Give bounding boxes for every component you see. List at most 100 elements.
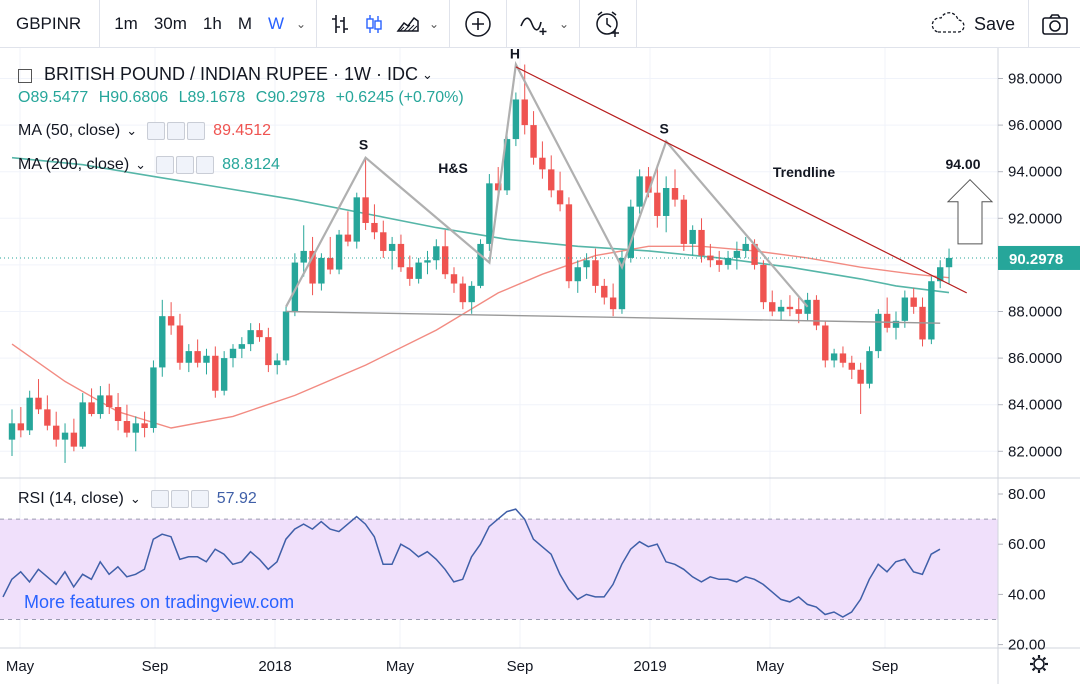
ma50-chevron-icon[interactable]: ⌄ [126,123,138,138]
interval-m[interactable]: M [237,13,252,33]
candle-body [945,257,953,268]
ma200-chevron-icon[interactable]: ⌄ [135,157,147,172]
price-tick-label: 86.0000 [1008,350,1062,367]
candle-body [185,351,192,363]
pattern-label: S [359,137,368,153]
last-price-label: 90.2978 [1009,251,1063,268]
candle-body [247,330,254,345]
candle-style-icon[interactable] [357,0,391,48]
legend-dropdown-chevron-icon[interactable]: ⌄ [422,66,433,82]
time-tick-label: Sep [142,658,169,675]
rsi-tick-label: 80.00 [1008,486,1046,503]
candle-body [901,297,909,321]
top-toolbar: GBPINR 1m 30m 1h M W ⌄ ⌄ ⌄ Save [0,0,1080,48]
interval-1m[interactable]: 1m [114,13,138,33]
bar-style-icon[interactable] [323,0,357,48]
ma50-visibility-icon[interactable] [147,122,166,140]
candle-body [53,425,60,440]
change-value: +0.6245 (+0.70%) [335,89,464,106]
ma200-legend[interactable]: MA (200, close) ⌄ 88.8124 [18,156,280,174]
price-tick-label: 88.0000 [1008,304,1062,321]
rsi-chevron-icon[interactable]: ⌄ [129,491,141,506]
candle-body [565,204,573,282]
alert-icon[interactable] [580,0,636,48]
candle-body [17,423,25,431]
candle-body [716,260,723,265]
candle-body [335,234,343,270]
time-tick-label: May [6,658,35,675]
area-style-icon[interactable] [391,0,425,48]
candle-body [123,421,131,433]
axes-layer: 98.000096.000094.000092.000090.000088.00… [0,48,1080,684]
collapse-legend-icon[interactable] [18,68,32,83]
toolbar-divider [506,0,508,48]
interval-dropdown-chevron-icon[interactable]: ⌄ [296,16,307,31]
chart-style-chevron-icon[interactable]: ⌄ [429,16,440,31]
camera-icon[interactable] [1028,0,1080,48]
candle-body [441,246,449,275]
pattern-label: Trendline [773,164,835,180]
ma200-value: 88.8124 [222,156,280,173]
rsi-visibility-icon[interactable] [150,490,169,508]
tradingview-watermark-link[interactable]: More features on tradingview.com [24,592,295,612]
symbol-title: BRITISH POUND / INDIAN RUPEE · 1W · IDC [44,64,419,84]
candle-body [380,232,387,251]
candle-body [645,176,652,193]
rsi-remove-icon[interactable] [190,490,209,508]
add-compare-icon[interactable] [450,0,506,48]
ma50-line [11,245,950,429]
rsi-legend[interactable]: RSI (14, close) ⌄ 57.92 [18,490,257,508]
ma200-settings-icon[interactable] [176,156,195,174]
chart-grid [0,48,998,648]
ma200-visibility-icon[interactable] [156,156,175,174]
candle-body [8,423,16,440]
candle-body [220,358,228,391]
candle-body [176,325,184,363]
interval-1h[interactable]: 1h [202,13,222,33]
candle-body [406,267,413,279]
candle-body [830,353,838,361]
symbol-search[interactable]: GBPINR [16,13,82,33]
candle-body [883,313,891,328]
candle-body [574,267,581,282]
ma200-remove-icon[interactable] [196,156,215,174]
candle-body [150,367,157,428]
ma50-layer [11,245,950,429]
indicators-chevron-icon[interactable]: ⌄ [559,16,570,31]
gear-tooth [1031,656,1036,661]
ma50-settings-icon[interactable] [167,122,186,140]
price-tick-label: 96.0000 [1008,117,1062,134]
symbol-legend: BRITISH POUND / INDIAN RUPEE · 1W · IDC … [18,64,433,85]
candle-body [167,316,175,326]
candle-body [106,395,113,408]
rsi-value: 57.92 [216,490,257,507]
candle-body [79,402,86,447]
toolbar-divider [579,0,581,48]
candle-body [760,264,767,303]
candle-body [212,355,219,391]
rsi-controls [150,490,209,508]
interval-w[interactable]: W [267,13,285,33]
save-label: Save [974,13,1016,34]
rsi-tick-label: 40.00 [1008,586,1046,603]
candle-body [88,402,95,415]
candle-body [804,299,811,314]
candle-body [839,353,847,363]
ma50-remove-icon[interactable] [187,122,206,140]
settings-gear-icon[interactable] [1030,655,1048,673]
indicators-icon[interactable] [515,0,555,48]
rsi-settings-icon[interactable] [170,490,189,508]
ma200-label: MA (200, close) [18,156,130,173]
candle-body [477,243,484,286]
interval-30m[interactable]: 30m [153,13,187,33]
ma50-legend[interactable]: MA (50, close) ⌄ 89.4512 [18,122,271,140]
save-button[interactable]: Save [928,0,1015,48]
candle-body [61,432,69,440]
candle-body [433,246,440,261]
candle-body [203,355,210,363]
candle-body [795,309,802,314]
candle-body [857,369,864,384]
candle-body [733,250,741,258]
candle-body [282,311,290,361]
